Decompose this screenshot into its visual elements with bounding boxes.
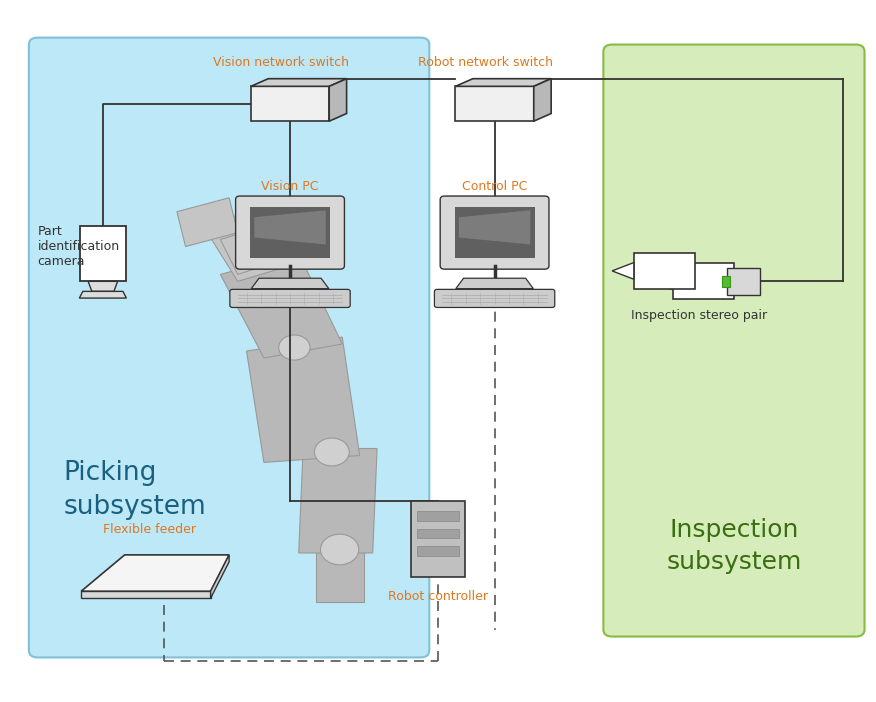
Polygon shape [80, 291, 126, 298]
FancyBboxPatch shape [417, 546, 459, 556]
Circle shape [279, 335, 310, 360]
Polygon shape [329, 79, 347, 121]
Polygon shape [533, 79, 551, 121]
FancyBboxPatch shape [440, 196, 549, 269]
Polygon shape [612, 263, 634, 279]
FancyBboxPatch shape [727, 268, 760, 295]
Polygon shape [456, 278, 533, 289]
FancyBboxPatch shape [29, 38, 429, 658]
Polygon shape [299, 449, 377, 553]
FancyBboxPatch shape [236, 196, 344, 269]
Polygon shape [221, 225, 281, 274]
Text: Vision PC: Vision PC [261, 180, 319, 192]
Text: Picking
subsystem: Picking subsystem [64, 461, 207, 520]
Polygon shape [251, 86, 329, 121]
Polygon shape [254, 211, 326, 244]
Text: Robot controller: Robot controller [388, 590, 488, 603]
Text: Vision network switch: Vision network switch [214, 56, 350, 69]
FancyBboxPatch shape [81, 225, 125, 282]
Polygon shape [456, 86, 533, 121]
FancyBboxPatch shape [434, 289, 555, 307]
FancyBboxPatch shape [673, 263, 734, 300]
Polygon shape [81, 555, 230, 591]
FancyBboxPatch shape [634, 253, 695, 289]
Circle shape [314, 438, 350, 466]
FancyBboxPatch shape [722, 276, 731, 287]
Polygon shape [203, 205, 307, 282]
Text: Control PC: Control PC [462, 180, 527, 192]
FancyBboxPatch shape [230, 289, 350, 307]
FancyBboxPatch shape [417, 511, 459, 521]
Polygon shape [251, 79, 347, 86]
Polygon shape [88, 282, 117, 291]
Polygon shape [221, 253, 343, 358]
Text: Flexible feeder: Flexible feeder [102, 522, 196, 536]
Polygon shape [316, 546, 364, 602]
Circle shape [321, 534, 359, 565]
Polygon shape [459, 211, 530, 244]
Text: Part
identification
camera: Part identification camera [38, 225, 120, 268]
Polygon shape [456, 79, 551, 86]
FancyBboxPatch shape [604, 44, 865, 637]
Polygon shape [210, 555, 230, 598]
Polygon shape [177, 198, 237, 246]
Polygon shape [81, 591, 210, 598]
Polygon shape [455, 207, 534, 258]
Text: Inspection
subsystem: Inspection subsystem [667, 518, 802, 574]
Polygon shape [246, 337, 360, 463]
FancyBboxPatch shape [417, 529, 459, 538]
FancyBboxPatch shape [411, 501, 465, 577]
Polygon shape [251, 278, 328, 289]
Polygon shape [651, 273, 673, 290]
Text: Inspection stereo pair: Inspection stereo pair [631, 309, 767, 322]
Polygon shape [250, 207, 330, 258]
Text: Robot network switch: Robot network switch [419, 56, 554, 69]
